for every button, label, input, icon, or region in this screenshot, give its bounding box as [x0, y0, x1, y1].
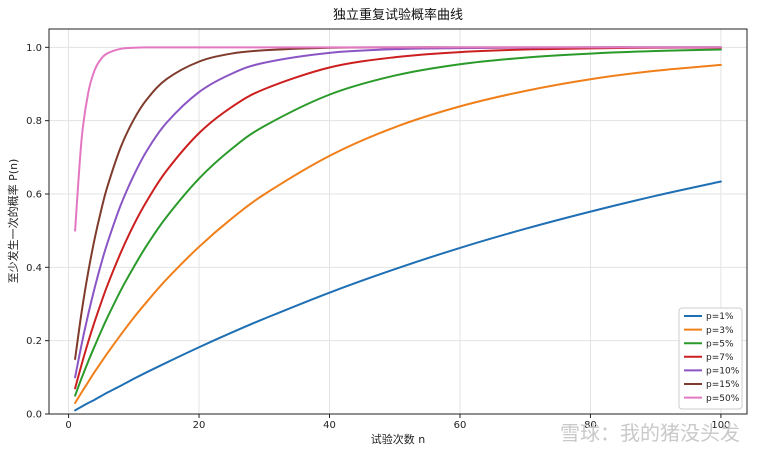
y-tick-label: 0.8 — [26, 116, 42, 127]
legend-label: p=10% — [706, 367, 740, 377]
legend-label: p=15% — [706, 380, 740, 390]
chart-title: 独立重复试验概率曲线 — [333, 7, 463, 23]
x-tick-label: 60 — [454, 420, 467, 431]
legend-label: p=1% — [706, 312, 734, 322]
series-layer — [74, 46, 722, 412]
x-axis-ticks: 0 20 40 60 80 100 — [65, 414, 730, 431]
legend-label: p=5% — [706, 339, 734, 349]
y-tick-label: 0.0 — [26, 410, 42, 421]
series-line-p-5- — [74, 48, 722, 397]
legend-label: p=7% — [706, 353, 734, 363]
x-axis-title: 试验次数 n — [371, 432, 425, 446]
watermark: 雪球：我的猪没头发 — [560, 421, 740, 445]
x-tick-label: 40 — [323, 420, 336, 431]
x-tick-label: 100 — [711, 420, 730, 431]
x-tick-label: 80 — [584, 420, 597, 431]
y-tick-label: 0.4 — [26, 263, 42, 274]
y-tick-label: 0.2 — [26, 336, 42, 347]
y-tick-label: 1.0 — [26, 43, 42, 54]
series-line-p-3- — [74, 63, 722, 404]
y-axis-ticks: 0.0 0.2 0.4 0.6 0.8 1.0 — [26, 43, 49, 421]
series-line-p-10- — [74, 46, 722, 379]
grid — [49, 29, 747, 415]
series-line-p-7- — [74, 46, 722, 390]
legend: p=1% p=3% p=5% p=7% p=10% p=15% p=50% — [678, 307, 743, 410]
x-tick-label: 0 — [65, 420, 71, 431]
y-tick-label: 0.6 — [26, 190, 42, 201]
plot-frame — [48, 28, 748, 415]
series-line-p-1- — [74, 180, 722, 412]
y-axis-title: 至少发生一次的概率 P(n) — [6, 159, 20, 284]
series-line-p-50- — [74, 46, 722, 232]
x-tick-label: 20 — [193, 420, 206, 431]
legend-label: p=3% — [706, 326, 734, 336]
legend-label: p=50% — [706, 394, 740, 404]
